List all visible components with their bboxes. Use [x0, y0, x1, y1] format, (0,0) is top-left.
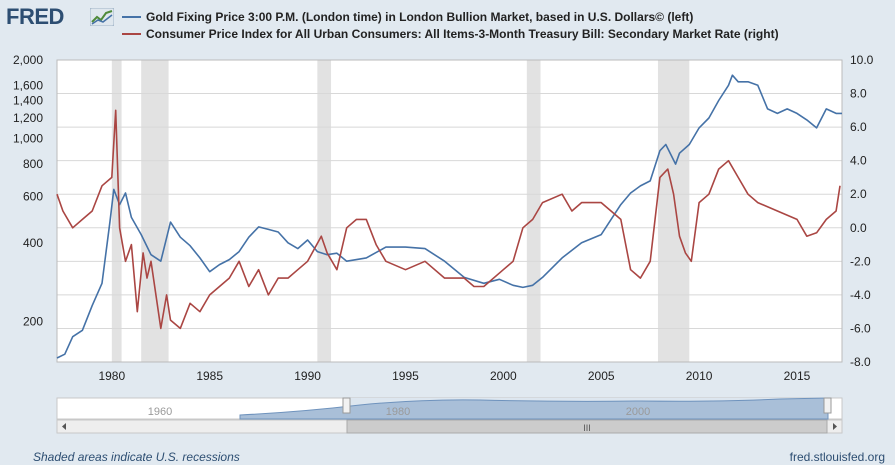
y-left-tick-label: 1,400 [13, 94, 43, 108]
y-left-tick-label: 2,000 [13, 53, 43, 67]
y-left-tick-label: 1,000 [13, 132, 43, 146]
recession-band-2 [141, 60, 169, 362]
y-right-tick-label: -8.0 [850, 355, 871, 369]
legend-label-1: Gold Fixing Price 3:00 P.M. (London time… [146, 10, 693, 24]
y-right-tick-label: 6.0 [850, 120, 867, 134]
navigator-label: 2000 [626, 406, 650, 418]
navigator-area [239, 397, 829, 420]
navigator-label: 1980 [386, 406, 410, 418]
y-right-tick-label: 10.0 [850, 53, 874, 67]
recession-note: Shaded areas indicate U.S. recessions [33, 450, 240, 464]
y-right-tick-label: -2.0 [850, 254, 871, 268]
series-line-1 [56, 74, 842, 359]
legend-label-2: Consumer Price Index for All Urban Consu… [146, 27, 779, 41]
x-tick-label: 2000 [490, 369, 517, 383]
series-line-2 [56, 109, 841, 330]
recession-band-1 [111, 60, 122, 362]
x-tick-label: 1980 [98, 369, 125, 383]
navigator-label: 1960 [148, 406, 172, 418]
y-left-tick-label: 600 [23, 190, 43, 204]
source-link[interactable]: fred.stlouisfed.org [789, 450, 885, 464]
legend: Gold Fixing Price 3:00 P.M. (London time… [122, 10, 779, 41]
y-left-tick-label: 200 [23, 314, 43, 328]
x-tick-label: 2015 [784, 369, 811, 383]
scrollbar-thumb [346, 419, 828, 434]
y-left-tick-label: 400 [23, 236, 43, 250]
x-tick-label: 2010 [686, 369, 713, 383]
navigator-handle-right [823, 397, 832, 414]
fred-logo[interactable]: FRED [6, 4, 64, 29]
y-left-tick-label: 1,600 [13, 78, 43, 92]
x-tick-label: 2005 [588, 369, 615, 383]
navigator-handle-left [342, 397, 351, 414]
chart-logo-icon [90, 8, 114, 26]
navigator[interactable]: 1960 1980 2000 III [56, 397, 843, 434]
y-left-tick-label: 800 [23, 157, 43, 171]
y-right-tick-label: 8.0 [850, 87, 867, 101]
x-tick-label: 1990 [294, 369, 321, 383]
scroll-right-arrow-icon [833, 423, 837, 430]
scrollbar-grip: III [583, 423, 591, 433]
recession-band-3 [317, 60, 332, 362]
y-right-tick-label: 0.0 [850, 221, 867, 235]
recession-band-5 [657, 60, 690, 362]
plot-area: 200 400 600 800 1,000 1,200 1,400 1,600 2,000 -8.… [13, 53, 874, 383]
x-tick-label: 1995 [392, 369, 419, 383]
y-left-tick-label: 1,200 [13, 111, 43, 125]
y-right-tick-label: -6.0 [850, 321, 871, 335]
plot-background [57, 60, 842, 362]
y-right-tick-label: 2.0 [850, 187, 867, 201]
y-right-tick-label: 4.0 [850, 154, 867, 168]
y-right-tick-label: -4.0 [850, 288, 871, 302]
plot-border [56, 59, 843, 363]
scroll-left-arrow-icon [62, 423, 66, 430]
x-tick-label: 1985 [196, 369, 223, 383]
